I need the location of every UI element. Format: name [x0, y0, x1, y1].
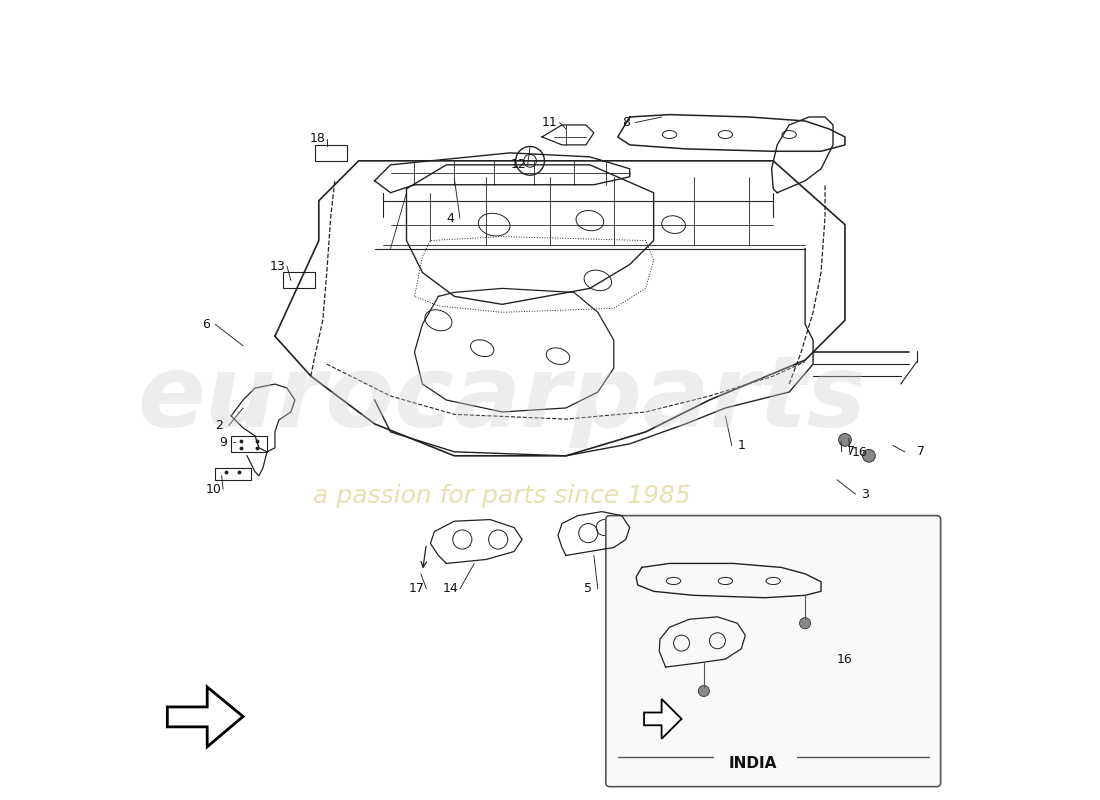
FancyBboxPatch shape — [606, 515, 940, 786]
Text: 17: 17 — [409, 582, 425, 595]
Polygon shape — [167, 687, 243, 746]
Circle shape — [800, 618, 811, 629]
Text: INDIA: INDIA — [729, 756, 778, 770]
Text: 11: 11 — [542, 116, 558, 129]
Text: 9: 9 — [219, 436, 227, 449]
Text: a passion for parts since 1985: a passion for parts since 1985 — [314, 484, 691, 508]
Text: 6: 6 — [201, 318, 209, 330]
Text: 16: 16 — [837, 653, 852, 666]
Circle shape — [862, 450, 876, 462]
Polygon shape — [645, 699, 682, 739]
Text: 3: 3 — [861, 487, 869, 501]
Text: 12: 12 — [510, 158, 526, 171]
Text: 2: 2 — [216, 419, 223, 432]
Text: 1: 1 — [737, 439, 746, 452]
Text: 7: 7 — [847, 446, 856, 458]
Text: 18: 18 — [309, 132, 326, 145]
Text: 5: 5 — [584, 582, 592, 595]
Text: 10: 10 — [206, 482, 221, 496]
Text: 4: 4 — [447, 212, 454, 225]
Text: 7: 7 — [916, 446, 925, 458]
Text: 16: 16 — [851, 446, 867, 459]
Circle shape — [838, 434, 851, 446]
Text: 14: 14 — [442, 582, 459, 595]
Text: 8: 8 — [621, 116, 629, 129]
Text: 13: 13 — [270, 259, 285, 273]
Circle shape — [698, 686, 710, 697]
Text: eurocarparts: eurocarparts — [138, 351, 867, 449]
